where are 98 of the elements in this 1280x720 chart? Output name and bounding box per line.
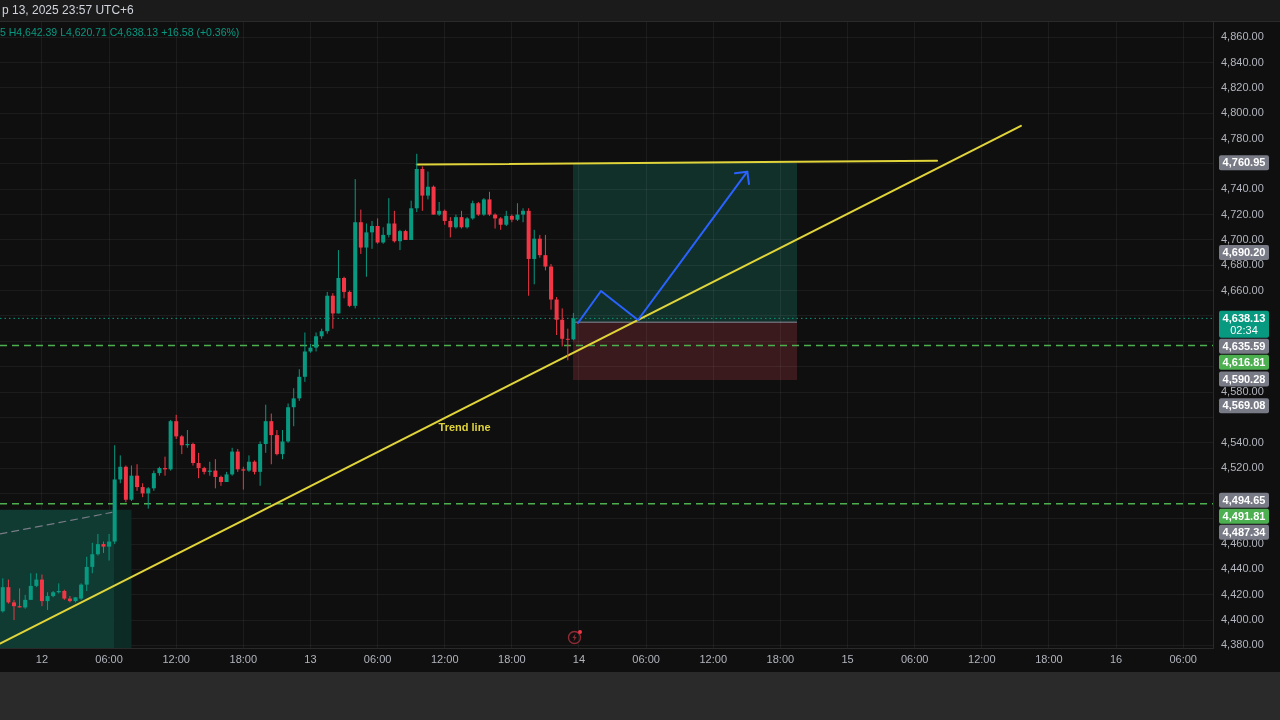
candlestick: [397, 229, 402, 251]
y-tick-label: 4,680.00: [1221, 258, 1264, 271]
x-tick-label: 18:00: [498, 652, 526, 665]
y-tick-label: 4,460.00: [1221, 537, 1264, 550]
y-tick-label: 4,780.00: [1221, 131, 1264, 144]
candlestick: [118, 454, 123, 484]
y-tick-label: 4,420.00: [1221, 587, 1264, 600]
x-tick-label: 12:00: [968, 652, 996, 665]
candlestick: [565, 328, 570, 361]
candlestick: [386, 197, 391, 238]
candlestick: [39, 574, 44, 607]
y-tick-label: 4,720.00: [1221, 207, 1264, 220]
x-tick-label: 06:00: [1169, 652, 1197, 665]
candlestick: [213, 458, 218, 489]
text: 4,690.20: [1222, 245, 1266, 258]
candlestick: [392, 210, 397, 243]
candlestick: [241, 466, 246, 491]
text: 4,569.08: [1222, 399, 1266, 412]
y-tick-label: 4,820.00: [1221, 80, 1264, 93]
candlestick: [375, 217, 380, 245]
candlestick: [11, 599, 16, 621]
x-tick-label: 06:00: [363, 652, 392, 665]
x-tick-label: 12:00: [699, 652, 728, 665]
candlestick: [107, 533, 112, 562]
candlestick: [314, 331, 319, 352]
text: 4,760.95: [1222, 156, 1266, 169]
candlestick: [560, 307, 565, 347]
candlestick: [437, 201, 442, 217]
candlestick: [135, 463, 140, 492]
y-tick-label: 4,700.00: [1221, 232, 1264, 245]
candlestick: [196, 452, 201, 479]
y-tick-label: 4,660.00: [1221, 283, 1264, 296]
candlestick: [151, 470, 156, 492]
text: 4,487.34: [1222, 525, 1267, 538]
candlestick: [291, 387, 296, 427]
y-tick-label: 4,840.00: [1221, 55, 1264, 68]
annotation: 5 H4,642.39 L4,620.71 C4,638.13 +16.58 (+0.36%): [0, 26, 240, 39]
candlestick: [297, 368, 302, 402]
candlestick: [448, 216, 453, 238]
x-tick-label: 16: [1109, 652, 1123, 665]
ref-line-label: 4,491.81: [1222, 509, 1266, 522]
candlestick: [28, 572, 33, 601]
text: 4,494.65: [1222, 493, 1266, 506]
candlestick: [263, 404, 268, 454]
candlestick: [554, 296, 559, 336]
candlestick: [230, 447, 235, 477]
text: p 13, 2025 23:57 UTC+6: [2, 2, 135, 17]
y-tick-label: 4,580.00: [1221, 385, 1264, 398]
candlestick: [269, 413, 274, 465]
candlestick: [370, 220, 375, 250]
candlestick: [330, 292, 335, 330]
x-tick-label: 06:00: [632, 652, 660, 665]
x-tick-label: 06:00: [900, 652, 929, 665]
y-tick-label: 4,440.00: [1221, 562, 1264, 575]
x-tick-label: 06:00: [95, 652, 123, 665]
ref-line-label: 4,638.13 02:34: [1222, 311, 1266, 336]
x-tick-label: 12: [35, 652, 49, 665]
candlestick: [521, 207, 526, 223]
y-tick-label: 4,400.00: [1221, 613, 1264, 626]
candlestick: [280, 429, 285, 460]
candlestick: [364, 222, 369, 278]
candlestick: [470, 200, 475, 221]
y-tick-label: 4,740.00: [1221, 182, 1264, 195]
text: 4,635.59: [1222, 339, 1266, 352]
candlestick: [95, 533, 100, 556]
x-tick-label: 12:00: [162, 652, 190, 665]
ref-line-label: 4,616.81: [1222, 355, 1266, 368]
candlestick: [179, 434, 184, 455]
x-tick-label: 18:00: [229, 652, 258, 665]
y-tick-label: 4,540.00: [1221, 435, 1264, 448]
candlestick: [190, 442, 196, 467]
candlestick: [532, 229, 537, 285]
candlestick: [342, 276, 347, 299]
candlestick: [146, 486, 151, 510]
candlestick: [487, 191, 492, 217]
y-tick-label: 4,860.00: [1221, 30, 1264, 43]
candlestick: [235, 448, 240, 473]
x-tick-label: 15: [841, 652, 854, 665]
y-tick-label: 4,520.00: [1221, 461, 1264, 474]
text: 4,590.28: [1222, 372, 1266, 385]
x-tick-label: 18:00: [766, 652, 795, 665]
candlestick: [84, 556, 89, 592]
candlestick: [90, 542, 95, 574]
x-tick-label: 13: [304, 652, 317, 665]
x-tick-label: 12:00: [430, 652, 459, 665]
candlestick: [174, 414, 179, 440]
y-tick-label: 4,380.00: [1221, 638, 1264, 651]
x-tick-label: 18:00: [1035, 652, 1063, 665]
candlestick: [246, 454, 251, 473]
candlestick: [537, 234, 542, 259]
candlestick: [218, 475, 223, 487]
candlestick: [6, 579, 11, 605]
candlestick: [543, 234, 548, 271]
series-label: Trend line: [438, 421, 491, 434]
candlestick: [274, 429, 279, 456]
x-tick-label: 14: [572, 652, 586, 665]
y-tick-label: 4,800.00: [1221, 106, 1264, 119]
candlestick: [425, 171, 430, 200]
